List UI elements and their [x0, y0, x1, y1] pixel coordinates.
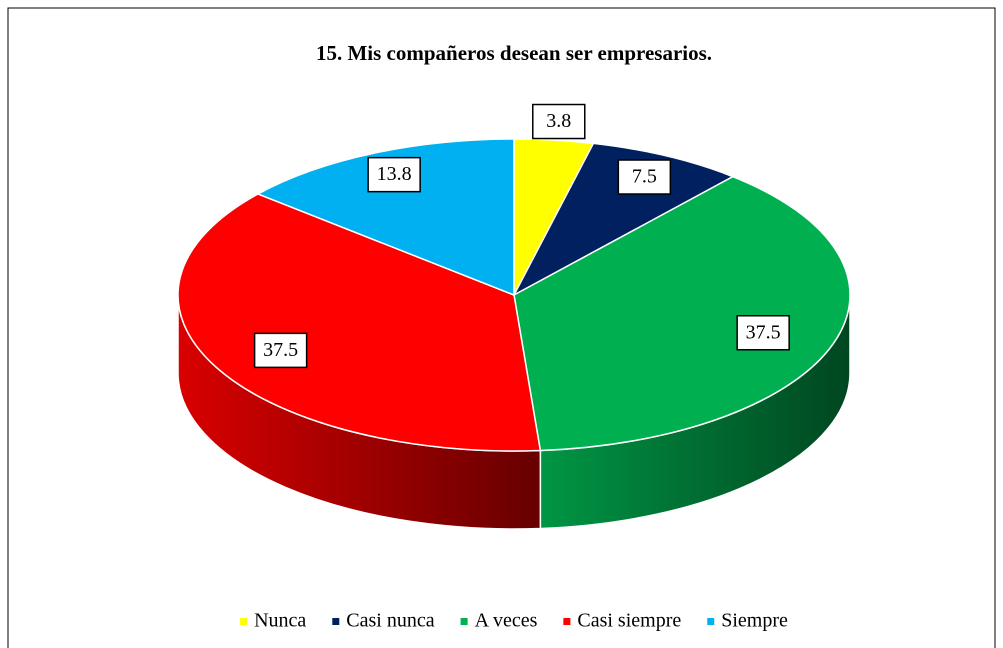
legend-swatch: [460, 618, 468, 625]
legend-label: Casi nunca: [346, 610, 434, 632]
data-label: 7.5: [632, 166, 657, 188]
pie-slice: [256, 138, 515, 297]
data-label: 13.8: [377, 163, 412, 185]
legend-swatch: [707, 618, 715, 625]
legend-label: Casi siempre: [577, 610, 681, 632]
data-label-box: [253, 332, 308, 369]
data-label-box: [617, 159, 672, 195]
legend-swatch: [240, 618, 248, 625]
legend-label: A veces: [475, 610, 538, 632]
pie-slice: [512, 142, 735, 297]
legend-swatch: [563, 618, 571, 625]
data-label-box: [736, 314, 790, 351]
data-label: 37.5: [263, 339, 298, 361]
pie-slice: [177, 193, 542, 452]
data-label: 3.8: [546, 110, 571, 132]
pie-slice: [513, 175, 851, 452]
data-label: 37.5: [746, 321, 781, 343]
legend-label: Siempre: [721, 610, 788, 632]
chart-title: 15. Mis compañeros desean ser empresario…: [316, 41, 712, 65]
data-label-box: [367, 156, 421, 193]
data-label-box: [532, 103, 586, 140]
legend-swatch: [332, 618, 340, 625]
legend-label: Nunca: [254, 610, 306, 632]
